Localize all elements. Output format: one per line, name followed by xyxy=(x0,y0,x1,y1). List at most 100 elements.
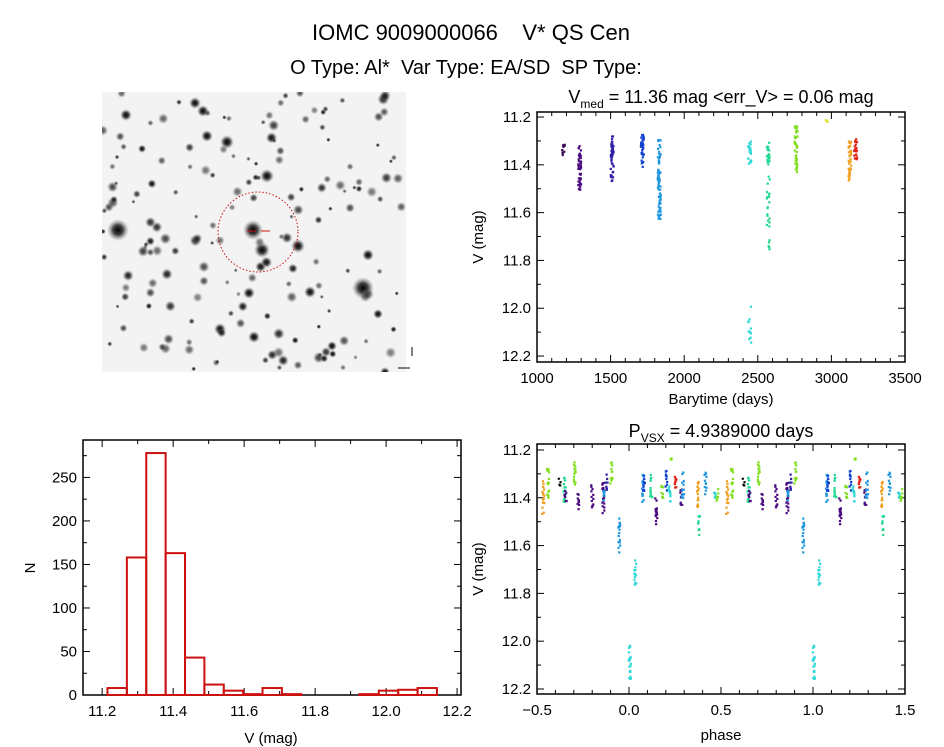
star xyxy=(265,131,278,144)
data-point xyxy=(601,512,604,515)
data-point xyxy=(681,481,684,484)
x-tick-label: 3500 xyxy=(888,370,921,387)
title-text: = 4.9389000 days xyxy=(665,421,814,441)
data-point xyxy=(725,480,729,483)
data-point xyxy=(543,494,546,497)
data-point xyxy=(639,144,643,147)
data-point xyxy=(749,491,752,494)
star xyxy=(295,92,305,98)
data-point xyxy=(793,482,796,485)
data-point xyxy=(748,489,751,493)
data-point xyxy=(628,659,631,662)
data-point xyxy=(847,145,850,149)
data-point xyxy=(757,461,760,464)
star xyxy=(362,249,374,261)
data-point xyxy=(656,517,659,520)
star xyxy=(292,204,304,216)
data-point xyxy=(557,477,560,480)
y-tick-label: 12.2 xyxy=(502,681,531,698)
star xyxy=(245,178,253,186)
data-point xyxy=(658,188,661,191)
data-point xyxy=(766,207,769,210)
data-point xyxy=(658,172,661,175)
data-point xyxy=(848,169,851,172)
data-point xyxy=(787,509,790,512)
x-tick-label: 1.5 xyxy=(895,702,916,719)
data-point xyxy=(590,490,593,493)
star xyxy=(132,189,141,199)
data-point xyxy=(768,248,771,251)
data-point xyxy=(766,196,769,199)
data-point xyxy=(665,483,669,486)
star xyxy=(384,346,397,359)
data-point xyxy=(813,657,816,660)
data-point xyxy=(657,174,660,178)
data-point xyxy=(731,496,734,499)
data-point xyxy=(881,521,884,524)
data-point xyxy=(657,161,660,165)
data-point xyxy=(703,473,706,477)
data-point xyxy=(785,501,788,504)
star xyxy=(119,324,128,333)
data-point xyxy=(826,120,829,123)
data-point xyxy=(541,480,545,483)
data-point xyxy=(747,479,751,482)
data-point xyxy=(642,144,645,147)
data-point xyxy=(612,170,615,173)
data-point xyxy=(679,491,682,494)
data-point xyxy=(768,156,771,159)
data-point xyxy=(704,472,707,475)
data-point xyxy=(767,149,770,152)
data-point xyxy=(577,166,580,169)
data-point xyxy=(655,523,658,526)
data-point xyxy=(603,509,606,512)
star xyxy=(359,291,372,303)
data-point xyxy=(749,332,752,335)
data-point xyxy=(853,145,856,148)
data-point xyxy=(825,473,828,477)
title-text: = 11.36 mag <err_V> = 0.06 mag xyxy=(604,87,874,108)
data-point xyxy=(898,495,901,499)
data-point xyxy=(578,152,581,155)
histogram-panel: V (mag) N 11.2 11.4 11.6 11.8 12.0 12.2 0 50 100… xyxy=(22,439,472,747)
data-point xyxy=(658,154,662,157)
data-point xyxy=(865,472,868,476)
data-point xyxy=(617,534,620,538)
data-point xyxy=(795,150,798,154)
data-point xyxy=(880,481,883,485)
star xyxy=(131,199,136,204)
data-point xyxy=(852,485,855,488)
data-point xyxy=(640,141,643,144)
data-point xyxy=(576,497,579,500)
data-point xyxy=(749,143,752,146)
data-point xyxy=(682,483,685,486)
data-point xyxy=(578,145,581,148)
histogram-bar xyxy=(280,693,303,697)
data-point xyxy=(790,481,793,484)
data-point xyxy=(746,483,750,486)
star xyxy=(379,92,391,102)
data-point xyxy=(578,182,582,185)
data-point xyxy=(813,645,816,648)
star xyxy=(323,175,332,184)
star xyxy=(289,214,294,220)
data-point xyxy=(656,177,659,181)
data-point xyxy=(758,471,761,474)
phase-cluster xyxy=(617,517,806,554)
data-point xyxy=(629,669,632,673)
x-tick-label: 11.2 xyxy=(88,703,116,720)
data-point xyxy=(602,492,605,495)
data-point xyxy=(793,140,796,143)
data-point xyxy=(547,469,550,473)
data-point xyxy=(609,482,612,485)
star xyxy=(157,113,169,125)
phase-cluster xyxy=(664,469,853,492)
data-point xyxy=(844,484,847,487)
data-point xyxy=(827,481,830,485)
data-point xyxy=(649,479,652,482)
data-point xyxy=(698,515,702,518)
data-point xyxy=(767,163,770,166)
data-point xyxy=(748,486,751,489)
data-point xyxy=(787,490,790,493)
data-point xyxy=(853,149,856,152)
